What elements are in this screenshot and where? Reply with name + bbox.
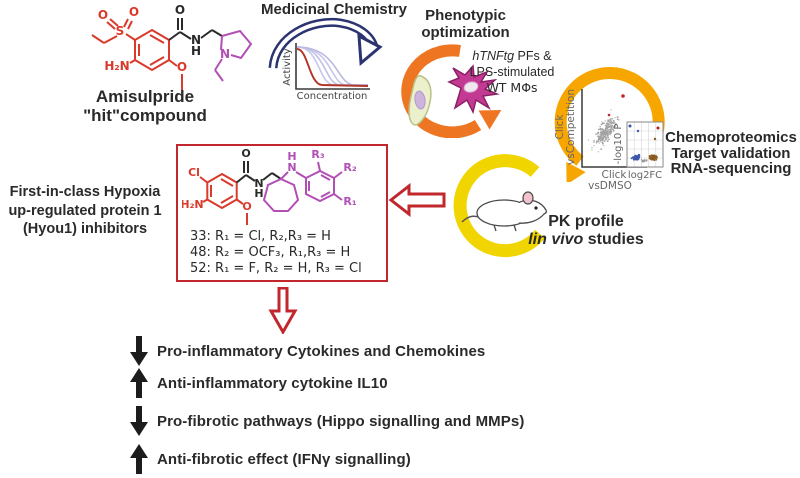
atom-label: O xyxy=(177,60,187,74)
first-in-class-line3: (Hyou1) inhibitors xyxy=(22,221,148,237)
scatter-ylabel-outer: Click xyxy=(554,114,566,140)
phenotypic-title: Phenotypic optimization xyxy=(408,7,523,41)
pk-line2: lin vivo studies xyxy=(516,231,656,249)
cells-illustration xyxy=(408,64,500,126)
purple-atom-labels: N H R₃ R₂ R₁ xyxy=(287,148,356,208)
scatter-xlabel-line1: Click xyxy=(601,169,627,181)
lead-compound-structure: Cl H₂N O O N H N xyxy=(182,147,357,225)
r1-label: R₁ xyxy=(343,195,356,208)
amide-bonds-black xyxy=(168,18,223,41)
atom-label: N xyxy=(220,47,230,61)
r3-label: R₃ xyxy=(311,148,324,161)
volcano-ylabel: -log10 P xyxy=(613,124,624,165)
benzene-ring-red xyxy=(91,18,183,90)
scatter-points xyxy=(587,94,625,153)
atom-label: N xyxy=(191,33,201,47)
dose-response-plot: Activity Concentration xyxy=(282,43,370,102)
atom-label: O xyxy=(242,200,251,213)
chemoproteomics-line3: RNA-sequencing xyxy=(670,160,792,177)
dose-response-ylabel: Activity xyxy=(282,48,293,85)
down-arrow-icon xyxy=(268,287,298,334)
scatter-xlabel-line2: vsDMSO xyxy=(588,180,632,191)
cycloheptane-aniline-purple xyxy=(262,161,343,212)
atom-label: H xyxy=(254,187,263,200)
atom-label: N xyxy=(287,161,296,174)
first-in-class-line2: up-regulated protein 1 xyxy=(8,202,162,219)
compound-substituent-list: 33: R₁ = Cl, R₂,R₃ = H 48: R₂ = OCF₃, R₁… xyxy=(190,229,380,277)
atom-label: Cl xyxy=(188,166,200,179)
increase-arrow-icon xyxy=(130,368,148,398)
outcome-row: Anti-fibrotic effect (IFNγ signalling) xyxy=(128,444,411,474)
decrease-arrow-icon xyxy=(130,406,148,436)
mouse-icon xyxy=(461,191,548,232)
invivo-rest: studies xyxy=(583,231,644,248)
outcome-text: Anti-fibrotic effect (IFNγ signalling) xyxy=(157,450,411,468)
hit-compound-name: Amisulpride xyxy=(95,87,195,106)
red-atom-labels: S O O H₂N O xyxy=(98,5,187,74)
atom-label: O xyxy=(241,147,250,160)
compound-line: 52: R₁ = F, R₂ = H, R₃ = Cl xyxy=(190,261,362,276)
atom-label: H xyxy=(191,44,201,58)
benzene-ring-red xyxy=(199,172,248,225)
macrophage-cell-icon xyxy=(447,64,500,115)
competition-scatter-plot: Click vsCompetition Click vsDMSO xyxy=(554,89,647,191)
pk-text: PK profile lin vivo studies xyxy=(516,213,656,249)
atom-label: N xyxy=(254,177,263,190)
invivo-italic: lin vivo xyxy=(528,231,584,248)
atom-label: H xyxy=(287,150,296,163)
phenotypic-title-line1: Phenotypic xyxy=(425,7,506,24)
r2-label: R₂ xyxy=(343,161,356,174)
decrease-arrow-icon xyxy=(130,336,148,366)
atom-label: O xyxy=(98,8,108,22)
volcano-xlabel: log2FC xyxy=(628,170,662,181)
hit-compound-tag: "hit"compound xyxy=(83,106,207,125)
pk-cycle-arrow-icon xyxy=(453,154,546,258)
outcome-row: Anti-inflammatory cytokine IL10 xyxy=(128,368,388,398)
phenotypic-annotation: hTNFtg PFs & LPS-stimulated WT MΦs xyxy=(456,49,568,96)
scatter-ylabel-inner: vsCompetition xyxy=(565,89,577,165)
amisulpride-structure: S O O H₂N O O N H N xyxy=(91,3,253,90)
phenotypic-cycle-arrow-icon xyxy=(401,44,502,138)
phenotypic-annotation-line3: WT MΦs xyxy=(486,80,538,95)
atom-label: H₂N xyxy=(182,198,204,211)
increase-arrow-icon xyxy=(130,444,148,474)
atom-label: H₂N xyxy=(104,59,129,73)
atom-label: O xyxy=(175,3,185,17)
phenotypic-annotation-line1: hTNFtg PFs & xyxy=(456,49,568,65)
outcome-row: Pro-inflammatory Cytokines and Chemokine… xyxy=(128,336,485,366)
first-in-class-line1: First-in-class Hypoxia xyxy=(9,184,161,200)
red-atom-labels: Cl H₂N O xyxy=(182,166,252,213)
compound-line: 33: R₁ = Cl, R₂,R₃ = H xyxy=(190,229,331,244)
chemoproteomics-text: Chemoproteomics Target validation RNA-se… xyxy=(662,130,800,177)
left-arrow-icon xyxy=(388,183,446,217)
compound-line: 48: R₂ = OCF₃, R₁,R₃ = H xyxy=(190,245,351,260)
outcome-text: Anti-inflammatory cytokine IL10 xyxy=(157,374,388,392)
atom-label: O xyxy=(129,5,139,19)
amide-bonds-black xyxy=(236,161,282,184)
volcano-plot: -log10 P log2FC xyxy=(613,121,664,181)
medchem-cycle-arrow-icon xyxy=(268,17,383,69)
pyrrolidine-ring-purple xyxy=(214,29,253,82)
outcome-text: Pro-fibrotic pathways (Hippo signalling … xyxy=(157,412,525,430)
black-atom-labels: O N H xyxy=(241,147,263,200)
first-in-class-text: First-in-class Hypoxia up-regulated prot… xyxy=(0,183,170,239)
chemoproteomics-line2: Target validation xyxy=(671,144,791,162)
lead-compound-box xyxy=(176,144,388,282)
volcano-points xyxy=(628,124,660,163)
outcome-text: Pro-inflammatory Cytokines and Chemokine… xyxy=(157,342,486,360)
dose-response-xlabel: Concentration xyxy=(297,91,368,102)
phenotypic-annotation-line2: LPS-stimulated xyxy=(469,64,555,79)
fibroblast-nucleus xyxy=(414,90,426,110)
phenotypic-title-line2: optimization xyxy=(421,24,510,41)
black-atom-labels: O N H xyxy=(175,3,201,58)
htnftg-rest: PFs & xyxy=(514,49,552,63)
htnftg-italic: hTNFtg xyxy=(472,49,515,63)
pk-line1: PK profile xyxy=(548,213,624,230)
outcome-row: Pro-fibrotic pathways (Hippo signalling … xyxy=(128,406,524,436)
hit-compound-label: Amisulpride "hit"compound xyxy=(55,87,235,125)
chemoproteomics-line1: Chemoproteomics xyxy=(665,129,797,146)
medchem-title: Medicinal Chemistry xyxy=(261,1,407,18)
atom-label: S xyxy=(116,24,125,38)
